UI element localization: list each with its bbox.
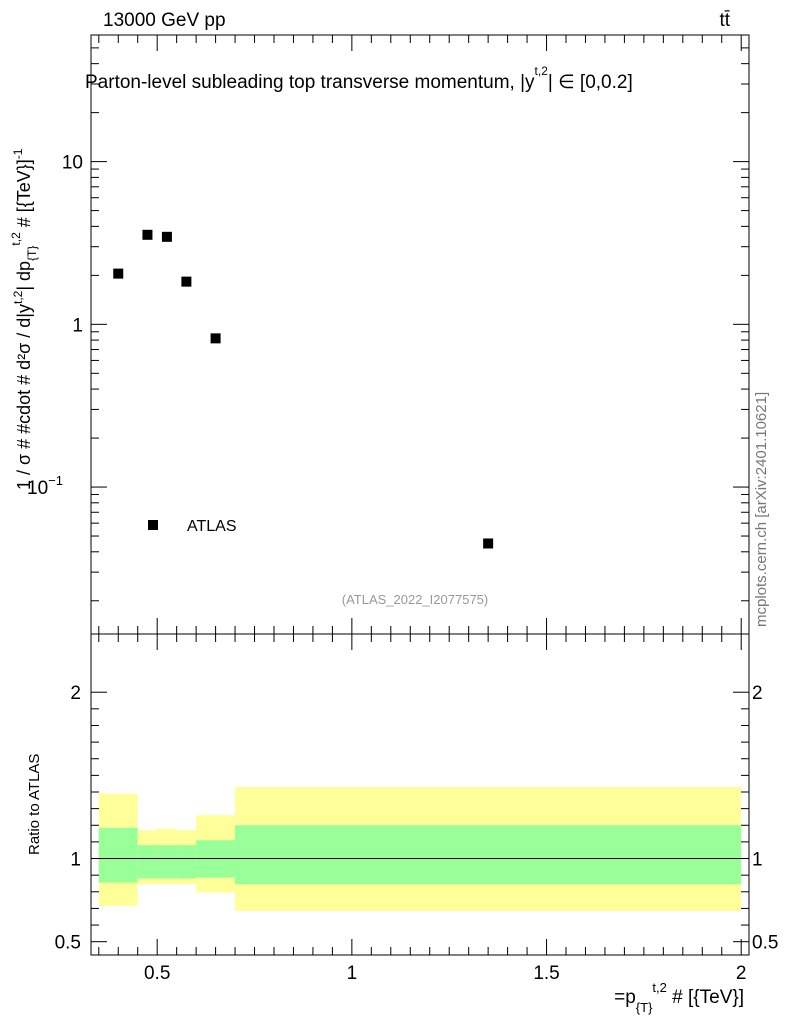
inner-band xyxy=(98,827,138,883)
data-point xyxy=(483,538,494,549)
ratio-y-tick-label-right: 1 xyxy=(752,850,763,871)
ratio-y-tick-label-right: 2 xyxy=(752,683,763,704)
inner-band xyxy=(176,845,197,879)
atlas-data-points xyxy=(113,229,494,549)
side-label: mcplots.cern.ch [arXiv:2401.10621] xyxy=(753,392,770,627)
data-point xyxy=(142,229,153,240)
main-x-ticks xyxy=(98,35,742,634)
x-tick-label: 0.5 xyxy=(144,963,170,984)
plot-title-main: Parton-level subleading top transverse m… xyxy=(85,72,535,93)
legend: ATLAS xyxy=(148,518,237,535)
ratio-y-tick-label-left: 1 xyxy=(70,850,81,871)
y-tick-label: 10 xyxy=(62,153,83,174)
data-point xyxy=(181,276,192,287)
main-y-axis-label: 1 / σ # #cdot # d²σ / d|yt,2| dp{T}t,2 #… xyxy=(9,148,39,490)
energy-label: 13000 GeV pp xyxy=(103,10,226,31)
process-label: tt̄ xyxy=(719,10,730,31)
inner-band xyxy=(157,845,177,879)
x-tick-label: 1.5 xyxy=(533,963,559,984)
ratio-uncertainty-bands xyxy=(98,787,742,911)
y-tick-label-exponent: −1 xyxy=(48,473,63,488)
ratio-x-axis-label: =p{T}t,2 # [{TeV}] xyxy=(614,980,744,1015)
legend-marker xyxy=(148,520,158,530)
inner-band xyxy=(235,825,742,885)
ratio-y-tick-label-left: 2 xyxy=(70,683,81,704)
x-tick-label: 2 xyxy=(736,963,747,984)
inner-band xyxy=(137,845,158,879)
plot-title-sup: t,2 xyxy=(535,64,549,78)
main-plot-frame xyxy=(90,34,750,635)
data-point xyxy=(161,231,172,242)
plot-title-tail: | ∈ [0,0.2] xyxy=(548,72,633,93)
x-tick-label: 1 xyxy=(347,963,358,984)
legend-label: ATLAS xyxy=(187,518,237,535)
ratio-plot-frame xyxy=(90,633,750,956)
ratio-y-tick-label-left: 0.5 xyxy=(55,933,81,954)
plot-title: Parton-level subleading top transverse m… xyxy=(85,64,633,93)
ratio-axes: 0.5 0.51 12 20.5 1 1.5 2 xyxy=(55,634,778,984)
data-point xyxy=(210,333,221,344)
ratio-y-tick-label-right: 0.5 xyxy=(752,933,778,954)
analysis-watermark: (ATLAS_2022_I2077575) xyxy=(342,592,488,607)
data-point xyxy=(113,268,124,279)
ratio-y-axis-label: Ratio to ATLAS xyxy=(26,754,43,855)
y-tick-label: 1 xyxy=(72,315,83,336)
